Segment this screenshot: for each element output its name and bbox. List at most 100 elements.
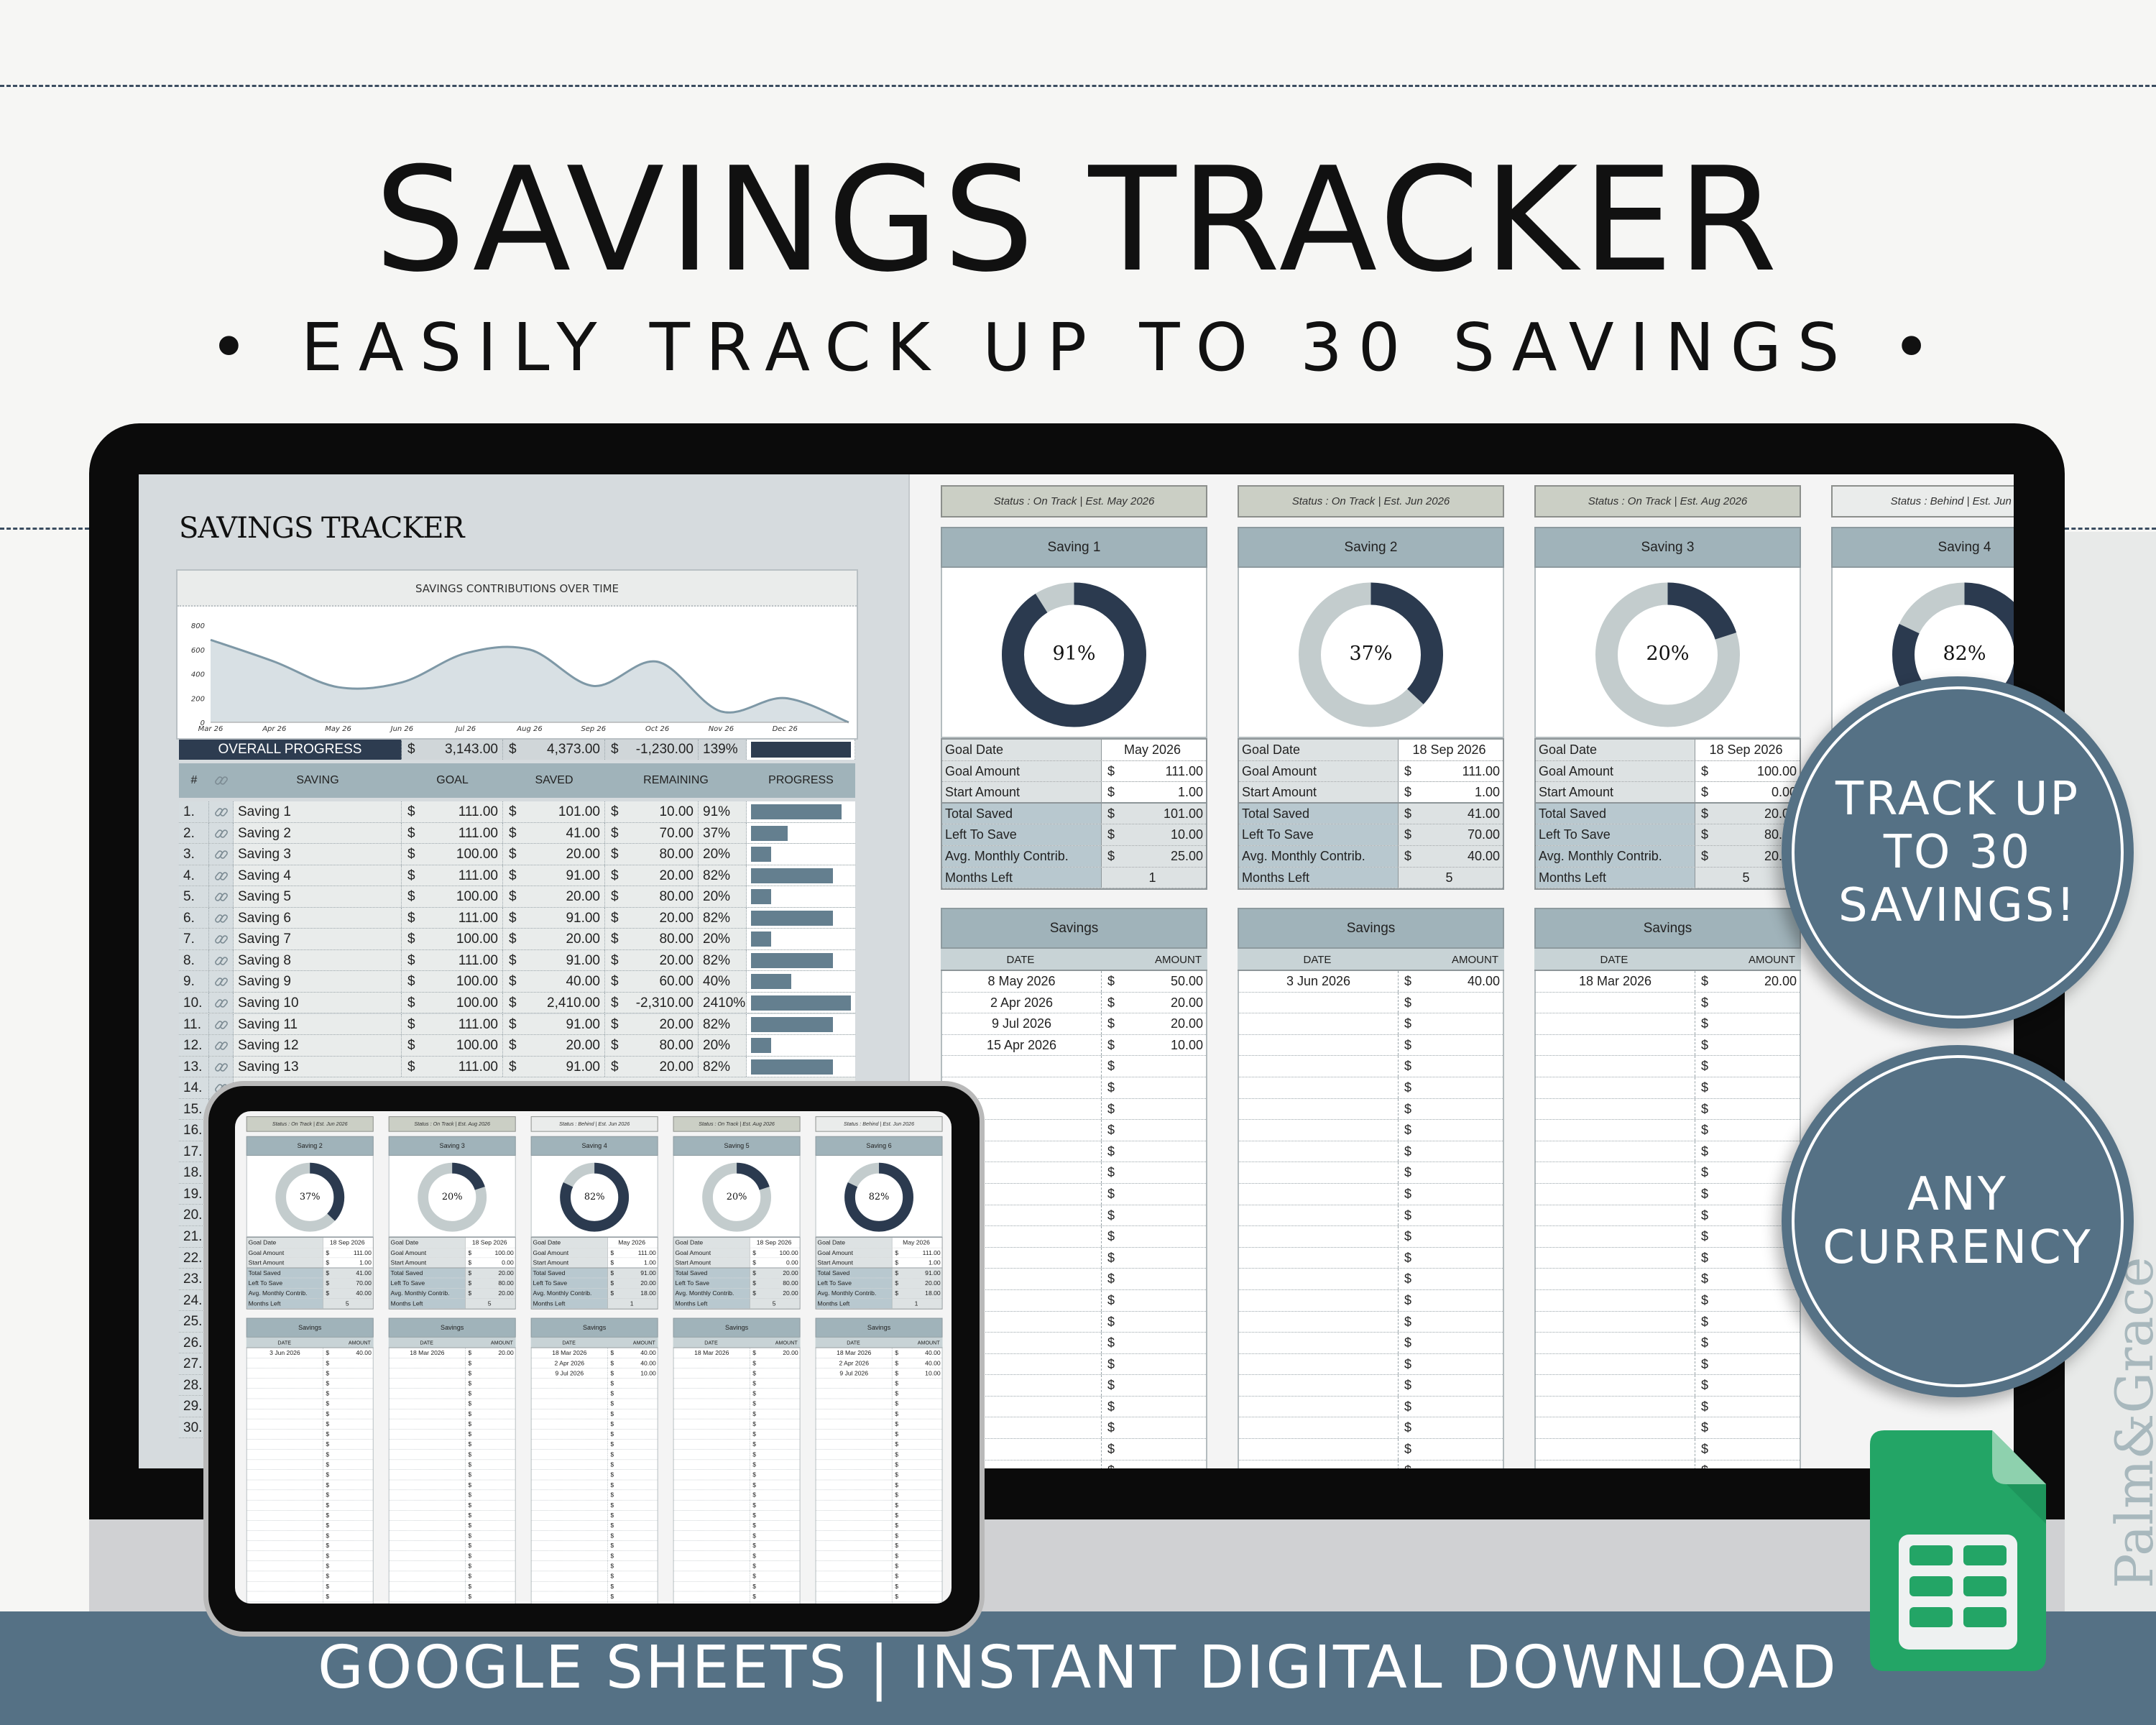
entry-amount[interactable]: $: [1695, 1141, 1800, 1162]
savings-entry-row[interactable]: $: [531, 1459, 658, 1471]
savings-entry-row[interactable]: $: [247, 1510, 373, 1521]
saving-name[interactable]: Saving 8: [234, 949, 402, 971]
savings-entry-row[interactable]: $: [531, 1389, 658, 1399]
entry-amount[interactable]: $: [750, 1389, 799, 1399]
saving-name[interactable]: Saving 2: [234, 822, 402, 844]
savings-entry-row[interactable]: $: [247, 1490, 373, 1501]
savings-entry-row[interactable]: $: [942, 1226, 1206, 1248]
entry-amount[interactable]: $: [750, 1470, 799, 1480]
entry-date[interactable]: [816, 1530, 893, 1541]
savings-entry-row[interactable]: $: [673, 1419, 800, 1430]
entry-date[interactable]: 9 Jul 2026: [942, 1013, 1102, 1034]
entry-date[interactable]: [816, 1480, 893, 1490]
savings-entry-row[interactable]: $: [1239, 1098, 1503, 1121]
entry-amount[interactable]: $: [323, 1591, 373, 1601]
entry-date[interactable]: [247, 1520, 323, 1531]
entry-amount[interactable]: $: [1399, 1312, 1503, 1333]
entry-date[interactable]: [1239, 1098, 1399, 1120]
entry-date[interactable]: [1536, 1162, 1695, 1183]
entry-date[interactable]: 9 Jul 2026: [532, 1368, 608, 1379]
savings-entry-row[interactable]: $: [673, 1500, 800, 1511]
entry-date[interactable]: [390, 1520, 466, 1531]
savings-entry-row[interactable]: $: [531, 1399, 658, 1409]
entry-date[interactable]: [532, 1470, 608, 1480]
savings-entry-row[interactable]: $: [816, 1409, 942, 1420]
savings-entry-row[interactable]: $: [673, 1368, 800, 1379]
entry-amount[interactable]: $: [1102, 1056, 1206, 1077]
savings-entry-row[interactable]: $: [531, 1470, 658, 1481]
entry-date[interactable]: 2 Apr 2026: [942, 992, 1102, 1013]
entry-amount[interactable]: $: [1695, 1397, 1800, 1417]
savings-entry-row[interactable]: $: [1239, 1141, 1503, 1163]
entry-date[interactable]: [1536, 1417, 1695, 1439]
savings-entry-row[interactable]: $: [673, 1571, 800, 1582]
entry-date[interactable]: [1536, 1289, 1695, 1311]
entry-amount[interactable]: $: [466, 1409, 515, 1419]
entry-date[interactable]: [390, 1500, 466, 1510]
entry-amount[interactable]: $: [607, 1430, 657, 1440]
savings-entry-row[interactable]: $: [389, 1571, 515, 1582]
entry-amount[interactable]: $: [1102, 1269, 1206, 1289]
entry-date[interactable]: [532, 1419, 608, 1430]
savings-entry-row[interactable]: $: [531, 1449, 658, 1460]
saving-name[interactable]: Saving 9: [234, 971, 402, 992]
entry-amount[interactable]: $: [607, 1571, 657, 1581]
savings-entry-row[interactable]: $: [1239, 1269, 1503, 1290]
savings-entry-row[interactable]: $: [816, 1591, 942, 1602]
entry-amount[interactable]: $: [892, 1571, 941, 1581]
entry-amount[interactable]: $: [607, 1419, 657, 1429]
entry-date[interactable]: [247, 1368, 323, 1379]
entry-amount[interactable]: $: [750, 1450, 799, 1460]
entry-date[interactable]: [674, 1571, 750, 1581]
entry-date[interactable]: [247, 1530, 323, 1541]
savings-entry-row[interactable]: $: [673, 1459, 800, 1471]
entry-amount[interactable]: 10.00 $: [610, 1369, 656, 1377]
entry-date[interactable]: [247, 1449, 323, 1460]
entry-amount[interactable]: $: [750, 1409, 799, 1419]
entry-amount[interactable]: $: [323, 1470, 373, 1480]
entry-amount[interactable]: $: [323, 1379, 373, 1389]
entry-amount[interactable]: $: [466, 1531, 515, 1541]
entry-date[interactable]: [942, 1289, 1102, 1311]
savings-entry-row[interactable]: $: [1536, 1120, 1800, 1141]
savings-entry-row[interactable]: $: [816, 1571, 942, 1582]
entry-date[interactable]: [816, 1520, 893, 1531]
savings-entry-row[interactable]: $: [816, 1419, 942, 1430]
entry-date[interactable]: [390, 1480, 466, 1490]
entry-amount[interactable]: $: [323, 1450, 373, 1460]
savings-entry-row[interactable]: $: [531, 1530, 658, 1541]
entry-amount[interactable]: $: [607, 1399, 657, 1409]
entry-amount[interactable]: $: [1399, 1077, 1503, 1098]
entry-amount[interactable]: $: [1399, 1375, 1503, 1396]
entry-amount[interactable]: $: [1399, 1162, 1503, 1183]
savings-entry-row[interactable]: 2 Apr 2026 40.00 $: [816, 1358, 942, 1368]
entry-date[interactable]: [532, 1500, 608, 1510]
entry-date[interactable]: [247, 1510, 323, 1521]
entry-date[interactable]: [247, 1399, 323, 1409]
entry-date[interactable]: [1239, 1375, 1399, 1396]
entry-date[interactable]: [1536, 1396, 1695, 1417]
entry-amount[interactable]: $: [892, 1409, 941, 1419]
savings-entry-row[interactable]: $: [531, 1571, 658, 1582]
entry-date[interactable]: [532, 1459, 608, 1470]
entry-amount[interactable]: $: [1695, 1184, 1800, 1205]
entry-amount[interactable]: $: [750, 1379, 799, 1389]
entry-amount[interactable]: $: [1399, 1354, 1503, 1375]
entry-date[interactable]: [247, 1540, 323, 1551]
entry-amount[interactable]: $: [892, 1450, 941, 1460]
savings-entry-row[interactable]: $: [1536, 1417, 1800, 1440]
entry-date[interactable]: 18 Mar 2026: [532, 1348, 608, 1358]
entry-date[interactable]: [942, 1396, 1102, 1417]
entry-amount[interactable]: $: [466, 1368, 515, 1379]
entry-amount[interactable]: $: [607, 1470, 657, 1480]
entry-date[interactable]: [390, 1409, 466, 1419]
entry-amount[interactable]: $: [1695, 1226, 1800, 1247]
entry-date[interactable]: [390, 1571, 466, 1581]
savings-entry-row[interactable]: $: [1239, 1247, 1503, 1269]
entry-date[interactable]: [816, 1419, 893, 1430]
savings-entry-row[interactable]: $: [942, 1353, 1206, 1376]
entry-amount[interactable]: $: [1695, 1375, 1800, 1396]
entry-date[interactable]: [1239, 1120, 1399, 1141]
entry-date[interactable]: [674, 1601, 750, 1604]
savings-entry-row[interactable]: $: [942, 1289, 1206, 1312]
